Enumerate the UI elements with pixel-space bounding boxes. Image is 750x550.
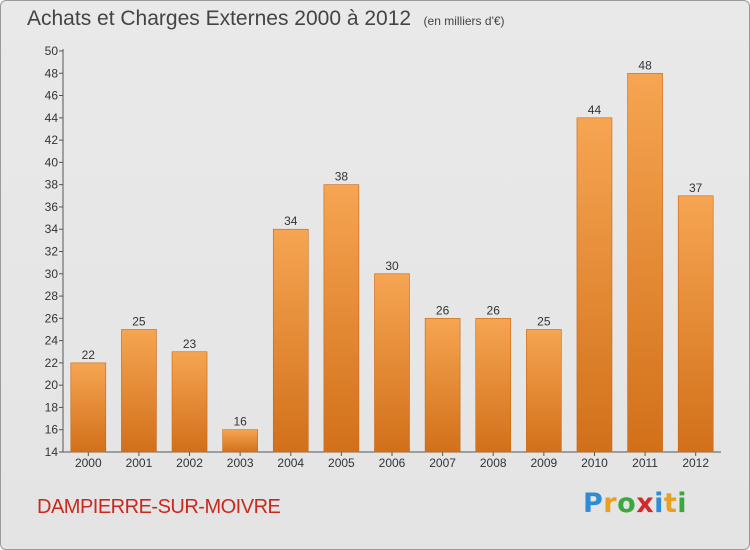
y-tick-label: 40 [45, 155, 59, 169]
commune-name: DAMPIERRE-SUR-MOIVRE [37, 496, 281, 518]
logo-letter: i [654, 488, 664, 519]
y-tick-label: 34 [45, 222, 59, 236]
y-tick-label: 26 [45, 311, 59, 325]
chart-title: Achats et Charges Externes 2000 à 2012 [27, 7, 412, 30]
chart-unit: (en milliers d'€) [423, 14, 505, 28]
bar-2011 [627, 72, 663, 453]
y-tick-label: 22 [45, 356, 59, 370]
bar-2008 [475, 318, 512, 453]
proxiti-logo: Proxiti [583, 488, 687, 519]
y-tick-label: 20 [45, 378, 59, 392]
y-tick-label: 44 [45, 111, 59, 125]
data-label-2005: 38 [335, 170, 349, 184]
y-tick-label: 38 [45, 178, 59, 192]
data-label-2006: 30 [385, 259, 399, 273]
y-tick-label: 46 [45, 89, 59, 103]
bar-2004 [272, 228, 309, 453]
bar-2006 [374, 273, 410, 453]
data-label-2010: 44 [588, 103, 602, 117]
data-label-2003: 16 [233, 415, 247, 429]
x-tick-label-2008: 2008 [480, 456, 507, 470]
data-label-2012: 37 [689, 181, 703, 195]
title-block: Achats et Charges Externes 2000 à 2012 (… [27, 7, 505, 31]
bars [70, 72, 714, 453]
data-label-2001: 25 [132, 314, 146, 328]
x-tick-label-2000: 2000 [75, 456, 102, 470]
data-label-2007: 26 [436, 303, 450, 317]
bar-2000 [70, 362, 107, 453]
logo-letter: x [636, 488, 655, 519]
logo-letter: o [617, 488, 637, 519]
y-tick-label: 24 [45, 334, 59, 348]
data-labels: 22 25 23 16 34 38 30 26 26 25 44 48 37 [82, 58, 703, 428]
data-label-2002: 23 [183, 337, 197, 351]
logo-letter: t [663, 488, 678, 519]
y-tick-label: 50 [45, 44, 59, 58]
logo-letter: P [583, 488, 604, 519]
bar-2002 [171, 351, 208, 453]
x-tick-label-2002: 2002 [176, 456, 203, 470]
bar-2010 [576, 117, 613, 453]
y-tick-label: 14 [45, 445, 59, 459]
x-tick-label-2006: 2006 [379, 456, 406, 470]
x-tick-label-2009: 2009 [530, 456, 557, 470]
x-tick-label-2012: 2012 [682, 456, 709, 470]
x-tick-label-2010: 2010 [581, 456, 608, 470]
bar-2012 [677, 195, 714, 453]
x-tick-label-2003: 2003 [227, 456, 254, 470]
x-tick-label-2011: 2011 [632, 456, 658, 470]
y-tick-label: 36 [45, 200, 59, 214]
data-label-2000: 22 [82, 348, 96, 362]
x-tick-label-2001: 2001 [126, 456, 153, 470]
y-tick-label: 42 [45, 133, 59, 147]
data-label-2008: 26 [487, 303, 501, 317]
y-tick-label: 30 [45, 267, 59, 281]
bar-2001 [121, 329, 157, 453]
x-tick-label-2005: 2005 [328, 456, 355, 470]
y-tick-label: 16 [45, 423, 59, 437]
data-label-2004: 34 [284, 214, 298, 228]
data-label-2011: 48 [638, 58, 652, 72]
y-tick-label: 18 [45, 400, 59, 414]
bar-2009 [526, 329, 562, 453]
bar-2007 [424, 318, 461, 453]
x-tick-label-2007: 2007 [429, 456, 456, 470]
data-label-2009: 25 [537, 314, 551, 328]
bar-2003 [222, 429, 258, 453]
bar-2005 [323, 184, 360, 453]
y-tick-label: 32 [45, 245, 59, 259]
logo-letter: r [603, 488, 618, 519]
y-tick-label: 28 [45, 289, 59, 303]
x-tick-label-2004: 2004 [277, 456, 304, 470]
logo-letter: i [677, 488, 688, 519]
y-tick-label: 48 [45, 66, 59, 80]
